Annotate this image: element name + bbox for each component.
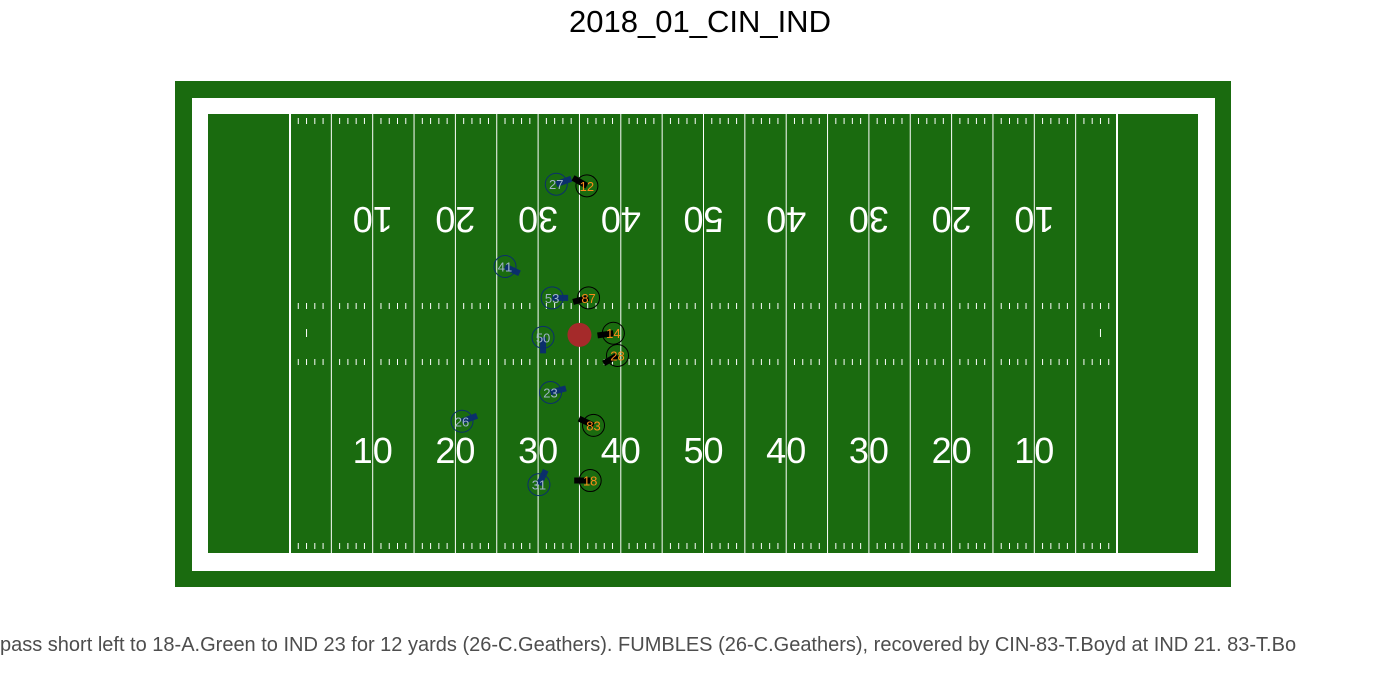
player-circle: [605, 343, 629, 367]
player-circle: [544, 172, 568, 196]
yard-number: 10: [353, 430, 393, 471]
player-circle: [577, 286, 601, 310]
player-defense-41: 41: [493, 255, 521, 279]
player-jersey: 26: [455, 414, 469, 429]
player-defense-50: 50: [531, 325, 555, 354]
player-direction: [602, 352, 619, 367]
player-jersey: 28: [610, 348, 624, 363]
player-offense-14: 14: [597, 321, 625, 345]
player-direction: [503, 263, 521, 277]
yard-number: 50: [683, 430, 723, 471]
yard-number: 40: [601, 430, 641, 471]
player-jersey: 23: [543, 385, 557, 400]
yard-number: 40: [766, 430, 806, 471]
player-jersey: 87: [581, 291, 595, 306]
player-circle: [531, 325, 555, 349]
player-circle: [578, 469, 602, 493]
player-defense-26: 26: [450, 409, 479, 433]
player-circle: [601, 321, 625, 345]
player-jersey: 14: [606, 326, 620, 341]
player-jersey: 83: [586, 418, 600, 433]
player-jersey: 31: [532, 478, 546, 493]
yard-number: 30: [849, 430, 889, 471]
player-offense-83: 83: [577, 413, 606, 437]
player-offense-87: 87: [572, 286, 601, 310]
player-direction: [460, 413, 479, 425]
football-marker: [567, 322, 592, 347]
yard-number: 10: [1014, 430, 1054, 471]
yard-number: 30: [518, 199, 558, 240]
player-direction: [536, 468, 549, 486]
player-defense-53: 53: [540, 286, 569, 310]
player-direction: [597, 330, 614, 339]
player-direction: [555, 175, 573, 188]
football-field: 10 20 30 40 50 40 30 20 10 10 20 30 40 50 40 30 20 10 27 41…: [175, 81, 1231, 587]
yard-number: 30: [849, 199, 889, 240]
player-circle: [493, 255, 517, 279]
player-defense-27: 27: [544, 172, 573, 196]
player-direction: [577, 415, 595, 429]
player-offense-28: 28: [602, 343, 629, 367]
player-direction: [572, 294, 590, 305]
yard-number: 20: [435, 199, 475, 240]
player-circle: [527, 473, 551, 497]
yard-number: 20: [932, 430, 972, 471]
player-circle: [450, 409, 474, 433]
yard-number: 20: [435, 430, 475, 471]
player-jersey: 27: [549, 177, 563, 192]
player-circle: [539, 380, 563, 404]
yard-number: 10: [1014, 199, 1054, 240]
player-defense-23: 23: [539, 380, 567, 404]
player-jersey: 18: [583, 474, 597, 489]
player-jersey: 53: [545, 291, 559, 306]
player-offense-18: 18: [574, 469, 602, 493]
player-jersey: 50: [536, 330, 550, 345]
yard-number: 40: [601, 199, 641, 240]
player-circle: [582, 413, 606, 437]
player-direction: [571, 175, 589, 189]
chart-title: 2018_01_CIN_IND: [569, 4, 831, 39]
yard-number: 20: [932, 199, 972, 240]
player-defense-31: 31: [527, 468, 551, 497]
player-offense-12: 12: [571, 174, 599, 198]
play-description: pass short left to 18-A.Green to IND 23 …: [0, 634, 1400, 657]
yard-number: 30: [518, 430, 558, 471]
play-description-text: pass short left to 18-A.Green to IND 23 …: [0, 634, 1297, 656]
player-jersey: 41: [498, 260, 512, 275]
player-jersey: 12: [580, 179, 594, 194]
yard-number: 50: [683, 199, 723, 240]
yard-number: 10: [353, 199, 393, 240]
player-circle: [575, 174, 599, 198]
player-direction: [549, 385, 567, 396]
player-circle: [540, 286, 564, 310]
yard-number: 40: [766, 199, 806, 240]
